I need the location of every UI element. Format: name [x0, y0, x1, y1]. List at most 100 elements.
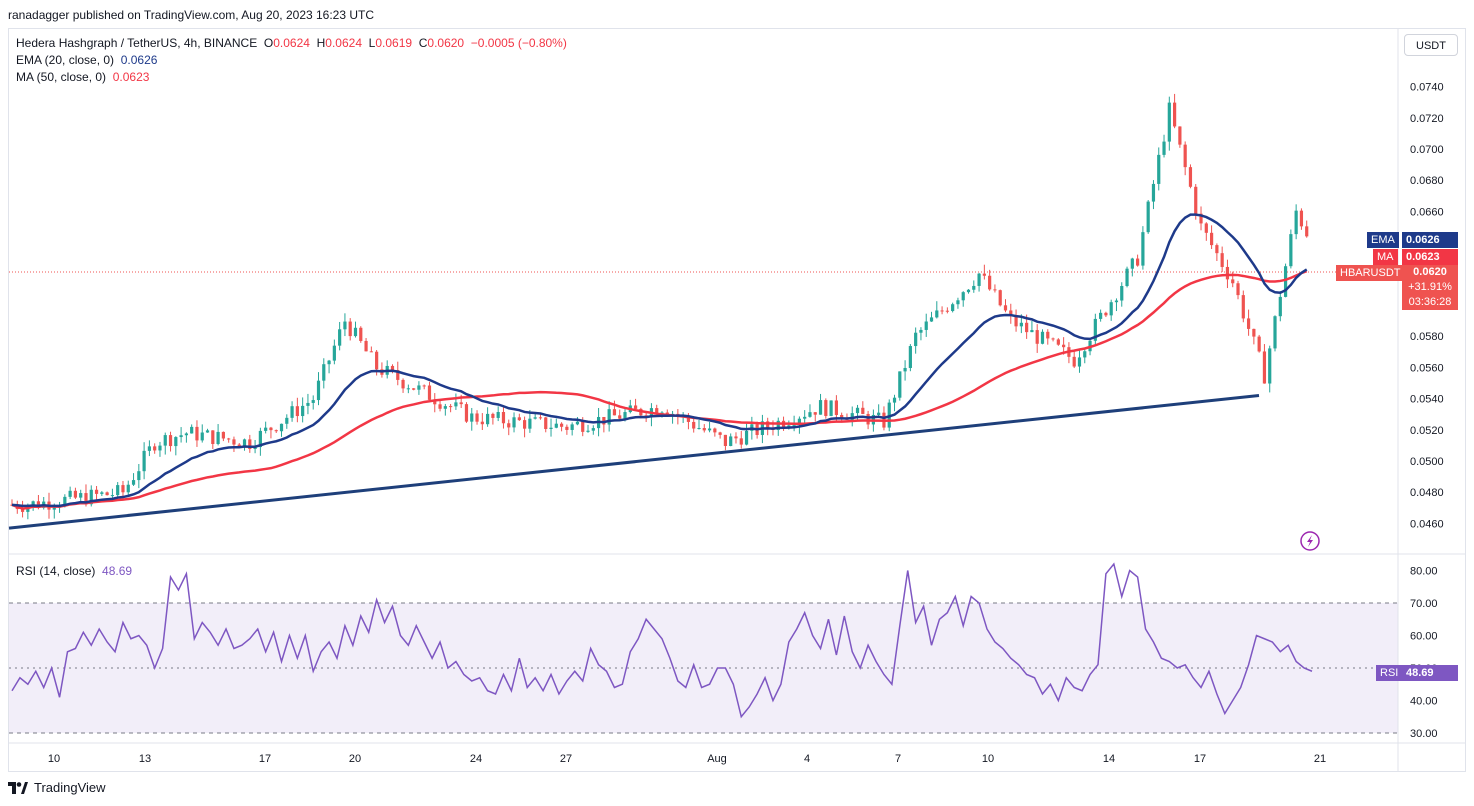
- candle-body: [834, 400, 838, 415]
- candle-body: [285, 417, 289, 424]
- candle-body: [1141, 232, 1145, 266]
- candle-body: [121, 485, 125, 493]
- candle-body: [1072, 356, 1076, 367]
- candle-body: [982, 273, 986, 276]
- time-axis-label: 4: [804, 753, 810, 765]
- candle-body: [84, 493, 88, 505]
- close-value: 0.0620: [427, 36, 465, 50]
- candle-body: [1257, 336, 1261, 352]
- candle-body: [496, 411, 500, 418]
- candle-body: [274, 430, 278, 432]
- candle-body: [1030, 330, 1034, 333]
- candle-body: [808, 412, 812, 417]
- candle-body: [1194, 186, 1198, 214]
- rsi-value-tag: 48.69: [1402, 665, 1458, 681]
- time-axis-label: 14: [1103, 753, 1115, 765]
- candle-body: [528, 418, 532, 429]
- rsi-axis-label: 80.00: [1410, 566, 1438, 578]
- support-trendline[interactable]: [8, 393, 1260, 530]
- close-label: C: [418, 36, 428, 50]
- candle-body: [137, 471, 141, 481]
- candle-body: [1273, 316, 1277, 349]
- candle-body: [898, 371, 902, 398]
- candle-body: [433, 399, 437, 405]
- candle-body: [818, 400, 823, 415]
- candle-body: [475, 413, 479, 422]
- candle-body: [68, 490, 72, 497]
- candle-body: [480, 421, 484, 425]
- candle-body: [1204, 223, 1208, 233]
- candle-body: [581, 421, 585, 432]
- candle-body: [1051, 338, 1055, 340]
- candle-body: [338, 329, 342, 346]
- rsi-line[interactable]: [11, 562, 1313, 719]
- time-axis-label: 7: [895, 753, 901, 765]
- candle-body: [1294, 210, 1298, 235]
- rsi-legend[interactable]: RSI (14, close) 48.69: [16, 564, 132, 578]
- candle-body: [1268, 348, 1272, 384]
- candle-body: [443, 406, 447, 409]
- candle-body: [79, 493, 83, 498]
- candle-body: [914, 332, 918, 347]
- ma50-line[interactable]: [11, 270, 1308, 510]
- change-value: −0.0005 (−0.80%): [470, 36, 567, 50]
- candle-body: [417, 385, 421, 390]
- candle-body: [327, 360, 331, 365]
- lightning-icon[interactable]: [1300, 531, 1320, 551]
- high-value: 0.0624: [325, 36, 362, 50]
- tradingview-logo[interactable]: TradingView: [8, 780, 106, 795]
- ema-legend[interactable]: EMA (20, close, 0) 0.0626: [16, 53, 157, 67]
- candle-body: [861, 407, 865, 414]
- candle-body: [744, 430, 749, 445]
- candle-body: [200, 432, 204, 441]
- candle-body: [390, 365, 395, 371]
- candle-body: [1035, 330, 1039, 344]
- candle-body: [264, 427, 268, 431]
- candle-body: [105, 492, 109, 496]
- candle-body: [486, 413, 490, 425]
- price-axis-label: 0.0500: [1410, 456, 1444, 468]
- candle-body: [1241, 295, 1245, 319]
- ma-legend[interactable]: MA (50, close, 0) 0.0623: [16, 70, 149, 84]
- candle-body: [438, 404, 442, 409]
- ema20-line[interactable]: [11, 213, 1308, 508]
- time-axis-label: 17: [1194, 753, 1206, 765]
- candle-body: [1178, 126, 1182, 145]
- symbol-title[interactable]: Hedera Hashgraph / TetherUS, 4h, BINANCE: [16, 36, 258, 50]
- candle-body: [422, 385, 426, 387]
- candle-body: [1109, 302, 1113, 316]
- candle-body: [31, 501, 35, 507]
- candle-body: [491, 413, 495, 418]
- candle-body: [1283, 266, 1288, 297]
- candle-body: [692, 421, 696, 429]
- time-axis-label: 10: [982, 753, 994, 765]
- price-axis-label: 0.0460: [1410, 518, 1444, 530]
- symbol-tag-name: HBARUSDT: [1336, 265, 1405, 281]
- time-axis-label: 21: [1314, 753, 1326, 765]
- price-axis-label: 0.0520: [1410, 425, 1444, 437]
- rsi-axis-label: 60.00: [1410, 631, 1438, 643]
- currency-button[interactable]: USDT: [1404, 34, 1458, 56]
- candle-body: [892, 397, 897, 403]
- candle-body: [1151, 183, 1156, 202]
- candle-body: [1173, 102, 1177, 127]
- time-axis-label: 27: [560, 753, 572, 765]
- candle-body: [301, 405, 305, 417]
- candle-body: [147, 446, 151, 451]
- ma-legend-label: MA (50, close, 0): [16, 70, 107, 84]
- candle-body: [1188, 167, 1193, 187]
- price-axis-label: 0.0700: [1410, 144, 1444, 156]
- candle-body: [1246, 318, 1251, 329]
- candle-body: [316, 380, 321, 401]
- candle-body: [1136, 258, 1140, 266]
- candle-body: [501, 411, 506, 424]
- candle-body: [464, 404, 469, 422]
- candle-body: [972, 285, 976, 290]
- last-price-percent: +31.91%: [1408, 281, 1452, 293]
- candle-body: [116, 485, 120, 496]
- candle-body: [242, 439, 247, 447]
- candle-body: [168, 435, 173, 447]
- candle-body: [655, 408, 659, 415]
- candle-body: [702, 428, 706, 431]
